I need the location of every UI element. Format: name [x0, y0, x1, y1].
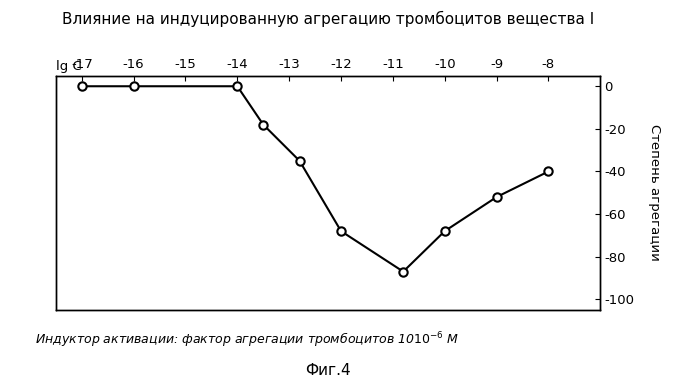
Text: Индуктор активации: фактор агрегации тромбоцитов 10$10^{-6}$ М: Индуктор активации: фактор агрегации тро… [35, 331, 459, 350]
Text: Влияние на индуцированную агрегацию тромбоцитов вещества I: Влияние на индуцированную агрегацию тром… [62, 11, 594, 28]
Text: Фиг.4: Фиг.4 [305, 363, 351, 378]
Y-axis label: Степень агрегации: Степень агрегации [648, 124, 661, 261]
Text: lg C: lg C [56, 60, 82, 73]
